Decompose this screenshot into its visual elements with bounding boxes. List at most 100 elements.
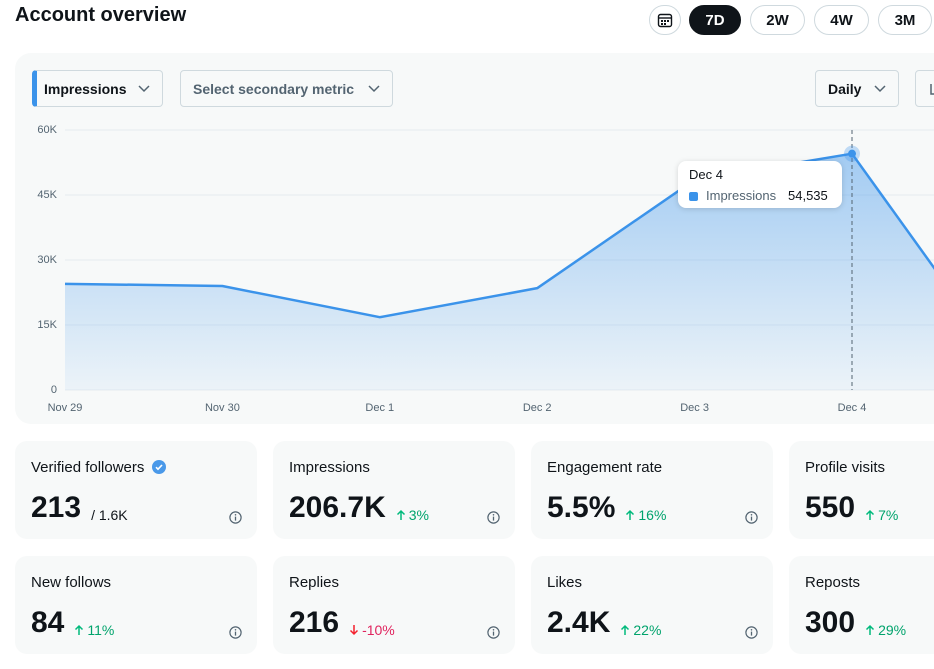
stat-change: 3% <box>396 507 429 523</box>
arrow-icon <box>350 625 359 636</box>
info-glyph <box>745 511 758 524</box>
stat-value: 84 <box>31 606 65 639</box>
dropdown-label: Impressions <box>44 80 127 97</box>
stat-card: New follows 84 11% <box>15 556 257 654</box>
stat-value: 300 <box>805 606 856 639</box>
y-tick-label: 0 <box>51 384 57 396</box>
stat-value: 216 <box>289 606 340 639</box>
stat-card: Reposts 300 29% <box>789 556 934 654</box>
stat-card: Replies 216 -10% <box>273 556 515 654</box>
stat-label: Engagement rate <box>547 459 663 476</box>
stat-card: Profile visits 550 7% <box>789 441 934 539</box>
hover-point <box>848 149 856 158</box>
tooltip-swatch <box>689 192 698 201</box>
change-value: 16% <box>638 507 667 523</box>
stat-label: Profile visits <box>805 459 886 476</box>
verified-badge <box>152 460 167 478</box>
chevron <box>874 84 886 92</box>
trend-arrow <box>865 624 875 636</box>
tooltip-value: 54,535 <box>788 188 828 203</box>
stat-change: 29% <box>865 622 906 638</box>
interval-dropdown[interactable]: Daily <box>815 70 899 107</box>
arrow-icon <box>866 509 875 520</box>
trend-arrow <box>620 624 630 636</box>
dropdown-label: Select secondary metric <box>193 80 355 97</box>
area <box>65 153 934 390</box>
chevron <box>138 84 150 92</box>
y-tick-label: 15K <box>37 319 57 331</box>
change-value: 22% <box>633 622 662 638</box>
x-tick-label: Dec 1 <box>365 402 394 414</box>
range-button[interactable]: 3M <box>878 5 932 35</box>
trend-arrow <box>625 509 635 521</box>
tooltip-date: Dec 4 <box>689 167 723 182</box>
info-icon[interactable] <box>229 511 242 529</box>
page-title: Account overview <box>15 4 187 26</box>
trend-arrow <box>396 509 406 521</box>
change-value: 3% <box>408 507 429 523</box>
stat-label: Impressions <box>289 459 370 476</box>
stat-label: Likes <box>547 574 583 591</box>
stat-card: Engagement rate 5.5% 16% <box>531 441 773 539</box>
stat-value: 213 <box>31 491 82 524</box>
arrow-icon <box>866 624 875 635</box>
chevron <box>368 84 380 92</box>
calendar-button[interactable] <box>649 5 681 35</box>
calendar-icon <box>657 13 673 28</box>
range-button[interactable]: 4W <box>814 5 869 35</box>
y-tick-label: 45K <box>37 189 57 201</box>
x-tick-label: Dec 2 <box>523 402 552 414</box>
arrow-icon <box>75 624 84 635</box>
x-tick-label: Nov 29 <box>48 402 83 414</box>
info-glyph <box>487 511 500 524</box>
x-tick-label: Dec 3 <box>680 402 709 414</box>
change-value: 7% <box>878 507 899 523</box>
stat-change: 11% <box>74 622 114 638</box>
secondary-metric-dropdown[interactable]: Select secondary metric <box>180 70 393 107</box>
stat-value: 2.4K <box>547 606 611 639</box>
range-button[interactable]: 2W <box>750 5 805 35</box>
tooltip-series: Impressions <box>706 188 777 203</box>
stat-card: Verified followers 213 / 1.6K <box>15 441 257 539</box>
stat-value: 5.5% <box>547 491 616 524</box>
trend-arrow <box>865 509 875 521</box>
stat-label: Verified followers <box>31 459 167 478</box>
trend-arrow <box>349 624 359 636</box>
tooltip: Dec 4 Impressions 54,535 <box>678 161 842 208</box>
arrow-icon <box>621 624 630 635</box>
stat-label: Replies <box>289 574 340 591</box>
chart: 0 15K 30K 45K 60K Nov 29 Nov 30 Dec 1 Dec 2 Dec 3… <box>37 124 934 414</box>
stat-card: Impressions 206.7K 3% <box>273 441 515 539</box>
info-glyph <box>229 511 242 524</box>
primary-metric-dropdown[interactable]: Impressions <box>32 70 163 107</box>
chart-type-button[interactable] <box>915 70 934 107</box>
badge-icon <box>152 460 167 474</box>
dropdown-label: Daily <box>828 80 862 97</box>
stat-total: / 1.6K <box>91 507 128 523</box>
info-icon[interactable] <box>487 626 500 644</box>
trend-arrow <box>74 624 84 636</box>
change-value: 11% <box>87 622 115 638</box>
stat-card: Likes 2.4K 22% <box>531 556 773 654</box>
stat-label: Reposts <box>805 574 861 591</box>
stat-change: -10% <box>349 622 395 638</box>
info-glyph <box>487 626 500 639</box>
info-glyph <box>745 626 758 639</box>
stat-change: 16% <box>625 507 666 523</box>
info-icon[interactable] <box>745 511 758 529</box>
chart-icon <box>930 83 934 95</box>
info-icon[interactable] <box>745 626 758 644</box>
stat-label: New follows <box>31 574 112 591</box>
info-icon[interactable] <box>487 511 500 529</box>
info-icon[interactable] <box>229 626 242 644</box>
change-value: 29% <box>878 622 907 638</box>
x-tick-label: Dec 4 <box>838 402 867 414</box>
stat-change: 7% <box>865 507 898 523</box>
stat-value: 550 <box>805 491 856 524</box>
arrow-icon <box>626 509 635 520</box>
y-tick-label: 30K <box>37 254 57 266</box>
stat-change: / 1.6K <box>91 507 128 523</box>
range-button[interactable]: 7D <box>689 5 741 35</box>
stat-change: 22% <box>620 622 661 638</box>
stat-value: 206.7K <box>289 491 386 524</box>
